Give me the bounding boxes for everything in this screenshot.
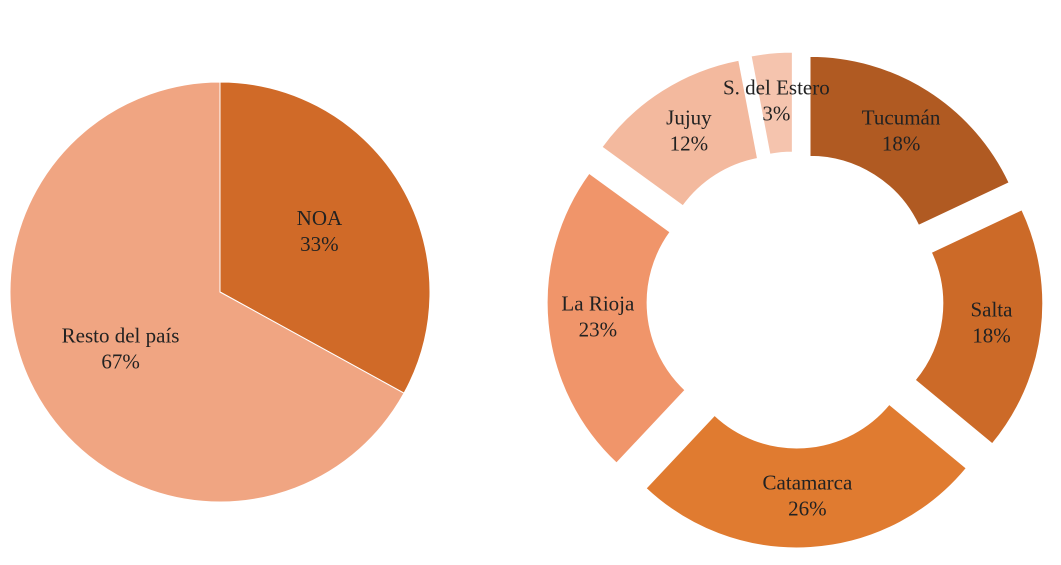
- slice: [9, 81, 405, 503]
- slice-label: Salta: [970, 298, 1013, 322]
- slice-label: Jujuy: [666, 106, 712, 130]
- slice-value-label: 18%: [882, 132, 921, 156]
- slice: [809, 55, 1010, 226]
- slice-label: Catamarca: [763, 470, 853, 494]
- slice: [219, 81, 431, 394]
- slice: [546, 172, 686, 464]
- slice: [914, 209, 1044, 445]
- slice: [601, 59, 759, 207]
- slice: [645, 403, 967, 549]
- slice-value-label: 33%: [300, 232, 339, 256]
- slice-value-label: 12%: [670, 132, 709, 156]
- slice-label: Tucumán: [862, 106, 941, 130]
- slice-label: S. del Estero: [723, 76, 830, 100]
- slice-label: NOA: [297, 206, 343, 230]
- slice-value-label: 18%: [972, 324, 1011, 348]
- slice-value-label: 26%: [788, 496, 827, 520]
- slice-label: La Rioja: [561, 291, 635, 315]
- slice-value-label: 3%: [762, 102, 790, 126]
- slice: [750, 51, 793, 155]
- slice-value-label: 67%: [101, 350, 140, 374]
- slice-label: Resto del país: [62, 324, 180, 348]
- slice-value-label: 23%: [579, 317, 618, 341]
